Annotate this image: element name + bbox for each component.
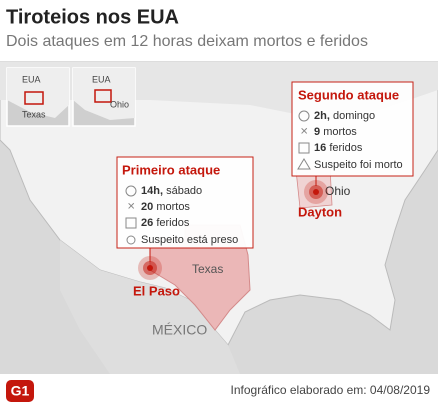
text-part: sábado — [166, 185, 202, 197]
mexico-land — [60, 240, 240, 374]
credit: Infográfico elaborado em: 04/08/2019 — [231, 383, 431, 397]
subtitle: Dois ataques em 12 horas deixam mortos e… — [6, 33, 368, 50]
inset-country: EUA — [22, 74, 41, 84]
text-part: mortos — [323, 126, 357, 138]
inset-country: EUA — [92, 74, 111, 84]
inset-state: Texas — [22, 109, 46, 119]
time: 14h, sábado — [141, 185, 202, 197]
inset-ohio: EUA Ohio — [72, 67, 136, 127]
city-label: El Paso — [133, 283, 180, 298]
callout-second-attack: Segundo ataque 2h, domingo ✕ 9 mortos 16… — [291, 81, 414, 186]
text-part: feridos — [329, 142, 363, 154]
injured: 26 feridos — [141, 217, 190, 229]
suspect: Suspeito foi morto — [314, 159, 403, 171]
text-part: 9 — [314, 126, 320, 138]
suspect: Suspeito está preso — [141, 234, 238, 246]
text-part: 20 — [141, 201, 153, 213]
map-label: Texas — [192, 262, 223, 276]
callout-title: Primeiro ataque — [122, 162, 220, 177]
deaths: 9 mortos — [314, 126, 357, 138]
svg-text:✕: ✕ — [127, 202, 135, 213]
map-label: MÉXICO — [152, 322, 207, 338]
callout-first-attack: Primeiro ataque 14h, sábado ✕ 20 mortos … — [116, 156, 254, 262]
logo: G1 — [11, 383, 30, 399]
text-part: 2h, — [314, 110, 330, 122]
text-part: 26 — [141, 217, 153, 229]
text-part: 16 — [314, 142, 326, 154]
text-part: mortos — [156, 201, 190, 213]
inset-texas: EUA Texas — [6, 67, 70, 127]
marker-dayton — [304, 180, 328, 204]
svg-text:✕: ✕ — [300, 127, 308, 138]
title: Tiroteios nos EUA — [6, 6, 179, 28]
inset-state: Ohio — [110, 99, 129, 109]
time: 2h, domingo — [314, 110, 375, 122]
text-part: domingo — [333, 110, 375, 122]
text-part: 14h, — [141, 185, 163, 197]
marker-el-paso — [138, 256, 162, 280]
injured: 16 feridos — [314, 142, 363, 154]
logo-badge — [6, 380, 34, 402]
deaths: 20 mortos — [141, 201, 190, 213]
callout-title: Segundo ataque — [298, 87, 399, 102]
map-label: Ohio — [325, 184, 351, 198]
city-label: Dayton — [298, 204, 342, 219]
text-part: feridos — [156, 217, 190, 229]
